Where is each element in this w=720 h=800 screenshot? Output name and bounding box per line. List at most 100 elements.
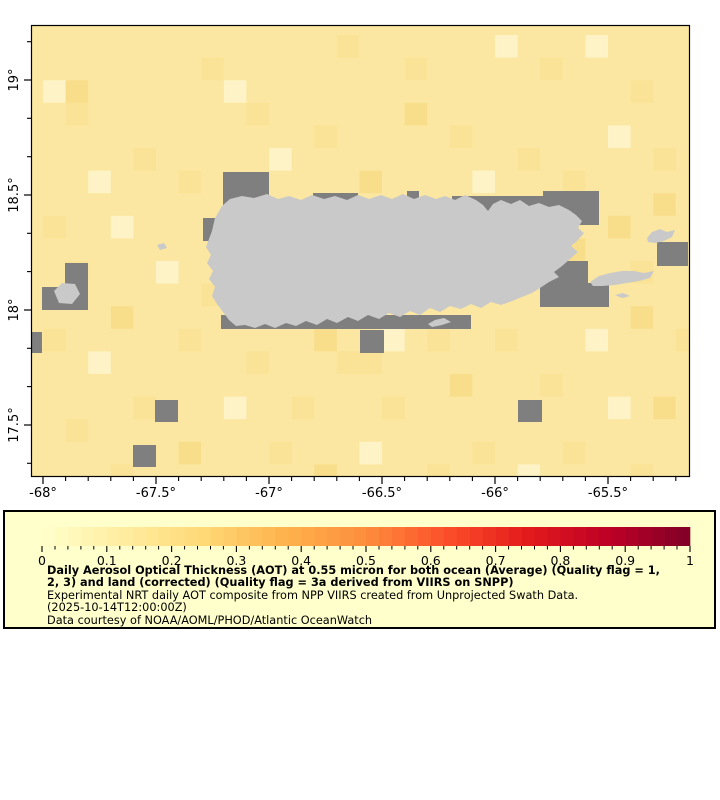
nodata-cell	[133, 445, 156, 467]
lon-tick-label: -68°	[29, 486, 57, 501]
colorbar-bin	[249, 527, 263, 546]
colorbar-bin	[106, 527, 121, 546]
island-desecheo	[157, 243, 167, 250]
colorbar-bin	[404, 527, 419, 546]
aot-ocean-cell	[653, 396, 676, 420]
colorbar-bin	[430, 527, 445, 546]
aot-ocean-cell	[269, 441, 292, 465]
aot-ocean-cell	[43, 328, 66, 352]
island-vieques	[590, 271, 654, 286]
aot-ocean-cell	[472, 441, 495, 465]
colorbar-bin	[236, 527, 250, 546]
aot-ocean-cell	[314, 125, 337, 148]
aot-ocean-cell	[404, 102, 428, 126]
aot-ocean-cell	[540, 374, 563, 397]
aot-ocean-cell	[630, 80, 654, 103]
colorbar-bin	[54, 527, 69, 546]
colorbar-bin	[262, 527, 276, 546]
aot-ocean-cell	[653, 148, 676, 171]
colorbar-tick-label: 0.9	[615, 553, 635, 568]
aot-ocean-cell	[608, 396, 631, 420]
colorbar-bin	[275, 527, 289, 546]
aot-ocean-cell	[178, 441, 202, 465]
lon-tick-label: -67.5°	[136, 486, 176, 501]
aot-ocean-cell	[562, 441, 586, 465]
aot-ocean-cell	[133, 148, 156, 171]
aot-ocean-cell	[585, 328, 608, 352]
colorbar-bin	[42, 527, 56, 546]
aot-ocean-cell	[110, 306, 134, 329]
colorbar-bin	[508, 527, 522, 546]
aot-ocean-cell	[201, 57, 224, 81]
aot-ocean-cell	[110, 215, 134, 239]
colorbar-bin	[119, 527, 134, 546]
island-cays-east	[615, 293, 630, 298]
colorbar-bin	[391, 527, 406, 546]
colorbar-tick-label: 0.1	[97, 553, 117, 568]
colorbar-bin	[638, 527, 652, 546]
colorbar-tick-label: 1	[686, 553, 694, 568]
colorbar-bin	[223, 527, 237, 546]
aot-ocean-cell	[608, 125, 631, 148]
aot-ocean-cell	[223, 80, 247, 103]
aot-ocean-cell	[65, 419, 89, 442]
axis-tick-labels: -68° -67.5° -67° -66.5° -66° -65.5° 19° 18.5° 18…	[7, 68, 628, 501]
colorbar-bin	[366, 527, 380, 546]
legend-timestamp: (2025-10-14T12:00:00Z)	[47, 601, 187, 615]
aot-ocean-cell	[178, 170, 202, 194]
aot-ocean-cell	[314, 464, 337, 477]
colorbar-bin	[378, 527, 393, 546]
colorbar-bin	[158, 527, 172, 546]
colorbar-bin	[184, 527, 198, 546]
aot-ocean-cell	[404, 57, 428, 81]
aot-ocean-cell	[359, 170, 382, 194]
aot-ocean-cell	[382, 396, 405, 420]
aot-ocean-cell	[562, 170, 586, 194]
colorbar-bin	[547, 527, 561, 546]
island-caja-de-muertos	[428, 318, 451, 327]
colorbar-tick-label: 0.4	[291, 553, 311, 568]
colorbar-bin	[327, 527, 341, 546]
colorbar-bin	[417, 527, 432, 546]
colorbar: 0 0.1 0.2 0.3 0.4 0.5 0.6 0.7 0.8 0.9 1	[38, 527, 694, 568]
lat-tick-label: 17.5°	[7, 407, 22, 442]
colorbar-tick-label: 0.6	[421, 553, 441, 568]
aot-ocean-cell	[65, 80, 89, 103]
aot-map-plot: -68° -67.5° -67° -66.5° -66° -65.5° 19° 18.5° 18…	[7, 24, 691, 501]
aot-ocean-cell	[133, 396, 156, 420]
colorbar-tick-label: 0.3	[226, 553, 246, 568]
nodata-cell	[360, 330, 384, 353]
nodata-cell	[155, 400, 178, 422]
island-puerto-rico	[206, 194, 584, 328]
nodata-cell	[31, 332, 42, 353]
lon-tick-label: -65.5°	[588, 486, 628, 501]
aot-ocean-cell	[246, 102, 269, 126]
lon-tick-label: -67°	[255, 486, 283, 501]
colorbar-bin	[197, 527, 211, 546]
aot-ocean-cell	[336, 35, 360, 58]
colorbar-bin	[210, 527, 224, 546]
colorbar-bin	[599, 527, 613, 546]
colorbar-bin	[80, 527, 95, 546]
aot-ocean-cell	[88, 170, 111, 194]
colorbar-bin	[456, 527, 470, 546]
colorbar-bin	[340, 527, 354, 546]
island-culebra	[647, 229, 675, 243]
colorbar-bin	[67, 527, 82, 546]
colorbar-bin	[651, 527, 665, 546]
island-mona	[54, 283, 80, 304]
axis-ticks	[24, 41, 677, 484]
aot-ocean-cell	[517, 148, 541, 171]
colorbar-bin	[482, 527, 496, 546]
aot-ocean-cell	[359, 441, 382, 465]
aot-ocean-cell	[427, 464, 450, 477]
legend-credit: Data courtesy of NOAA/AOML/PHOD/Atlantic…	[47, 613, 373, 627]
aot-ocean-cell	[427, 328, 450, 352]
aot-ocean-cell	[608, 215, 631, 239]
colorbar-tick-label: 0.7	[486, 553, 506, 568]
nodata-cell	[518, 400, 542, 422]
legend-title-line-1: Daily Aerosol Optical Thickness (AOT) at…	[47, 564, 660, 577]
aot-ocean-cell	[223, 396, 247, 420]
colorbar-bin	[314, 527, 328, 546]
